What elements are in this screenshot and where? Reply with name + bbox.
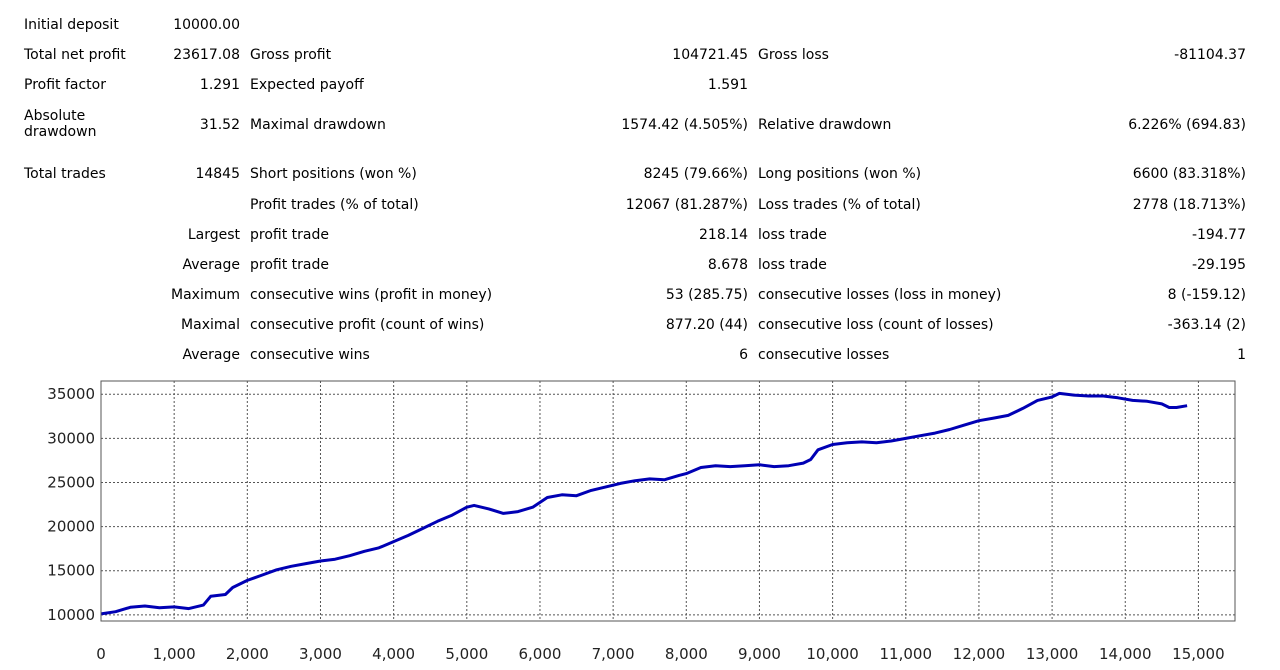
relative-drawdown-label: Relative drawdown: [758, 117, 892, 133]
x-tick-label: 8,000: [665, 645, 708, 663]
balance-series-line: [100, 391, 1188, 616]
x-tick-label: 13,000: [1026, 645, 1079, 663]
profit-trades-label: Profit trades (% of total): [250, 197, 419, 213]
largest-loss-trade-value: -194.77: [1191, 227, 1246, 243]
max-consecutive-wins-value: 53 (285.75): [665, 287, 748, 303]
profit-factor-label: Profit factor: [24, 77, 106, 93]
largest-prefix: Largest: [187, 227, 240, 243]
initial-deposit-label: Initial deposit: [24, 17, 119, 33]
average-prefix: Average: [182, 257, 241, 273]
maximal-consecutive-profit-value: 877.20 (44): [665, 317, 748, 333]
maximal-consecutive-loss-label: consecutive loss (count of losses): [758, 317, 994, 333]
relative-drawdown-value: 6.226% (694.83): [1128, 117, 1246, 133]
x-tick-label: 5,000: [445, 645, 488, 663]
x-tick-label: 10,000: [806, 645, 859, 663]
y-tick-label: 35000: [47, 385, 95, 403]
x-tick-label: 6,000: [518, 645, 561, 663]
x-tick-label: 11,000: [880, 645, 933, 663]
y-tick-label: 30000: [47, 429, 95, 447]
gross-profit-value: 104721.45: [672, 47, 748, 63]
absolute-drawdown-label: Absolute drawdown: [24, 108, 97, 140]
maximal-prefix: Maximal: [181, 317, 240, 333]
largest-profit-trade-value: 218.14: [699, 227, 748, 243]
balance-chart: 0 1,000 2,000 3,000 4,000 5,000 6,000 7,000 8,00…: [47, 380, 1236, 663]
maximal-drawdown-label: Maximal drawdown: [250, 117, 386, 133]
profit-factor-value: 1.291: [199, 77, 240, 93]
x-tick-label: 7,000: [592, 645, 635, 663]
expected-payoff-value: 1.591: [707, 77, 748, 93]
x-tick-label: 15,000: [1172, 645, 1225, 663]
x-tick-label: 14,000: [1099, 645, 1152, 663]
loss-trades-value: 2778 (18.713%): [1132, 197, 1246, 213]
long-positions-label: Long positions (won %): [758, 166, 922, 182]
average-consecutive-prefix: Average: [182, 347, 241, 363]
y-tick-label: 15000: [47, 562, 95, 580]
gross-loss-value: -81104.37: [1174, 47, 1246, 63]
maximal-drawdown-value: 1574.42 (4.505%): [621, 117, 748, 133]
report-summary: Initial deposit 10000.00 Total net profi…: [24, 17, 1246, 363]
max-consecutive-wins-label: consecutive wins (profit in money): [250, 287, 493, 303]
largest-loss-trade-label: loss trade: [758, 227, 827, 243]
largest-profit-trade-label: profit trade: [250, 227, 329, 243]
x-tick-label: 12,000: [953, 645, 1006, 663]
plot-background: [101, 381, 1235, 621]
x-tick-label: 1,000: [153, 645, 196, 663]
max-consecutive-losses-label: consecutive losses (loss in money): [758, 287, 1002, 303]
x-tick-label: 3,000: [299, 645, 342, 663]
loss-trades-label: Loss trades (% of total): [758, 197, 921, 213]
short-positions-value: 8245 (79.66%): [643, 166, 748, 182]
absolute-drawdown-value: 31.52: [199, 117, 240, 133]
gross-loss-label: Gross loss: [758, 47, 829, 63]
profit-trades-value: 12067 (81.287%): [625, 197, 748, 213]
tick-labels: 0 1,000 2,000 3,000 4,000 5,000 6,000 7,000 8,00…: [47, 385, 1224, 663]
maximal-consecutive-loss-value: -363.14 (2): [1167, 317, 1246, 333]
average-consecutive-losses-label: consecutive losses: [758, 347, 890, 363]
gross-profit-label: Gross profit: [250, 47, 332, 63]
total-trades-value: 14845: [195, 166, 240, 182]
y-tick-label: 20000: [47, 518, 95, 536]
x-tick-label: 2,000: [226, 645, 269, 663]
expected-payoff-label: Expected payoff: [250, 77, 364, 93]
total-trades-label: Total trades: [24, 166, 106, 182]
long-positions-value: 6600 (83.318%): [1132, 166, 1246, 182]
average-consecutive-losses-value: 1: [1237, 347, 1246, 363]
max-consecutive-losses-value: 8 (-159.12): [1167, 287, 1246, 303]
y-tick-label: 10000: [47, 606, 95, 624]
average-profit-trade-label: profit trade: [250, 257, 329, 273]
plot-frame: [100, 380, 1236, 622]
x-tick-label: 0: [96, 645, 106, 663]
initial-deposit-value: 10000.00: [173, 17, 240, 33]
average-loss-trade-label: loss trade: [758, 257, 827, 273]
y-tick-label: 25000: [47, 473, 95, 491]
total-net-profit-value: 23617.08: [173, 47, 240, 63]
total-net-profit-label: Total net profit: [24, 47, 126, 63]
x-tick-label: 9,000: [738, 645, 781, 663]
maximum-prefix: Maximum: [171, 287, 240, 303]
average-profit-trade-value: 8.678: [707, 257, 748, 273]
maximal-consecutive-profit-label: consecutive profit (count of wins): [250, 317, 485, 333]
average-consecutive-wins-label: consecutive wins: [250, 347, 370, 363]
x-tick-label: 4,000: [372, 645, 415, 663]
short-positions-label: Short positions (won %): [250, 166, 417, 182]
average-loss-trade-value: -29.195: [1191, 257, 1246, 273]
average-consecutive-wins-value: 6: [739, 347, 748, 363]
